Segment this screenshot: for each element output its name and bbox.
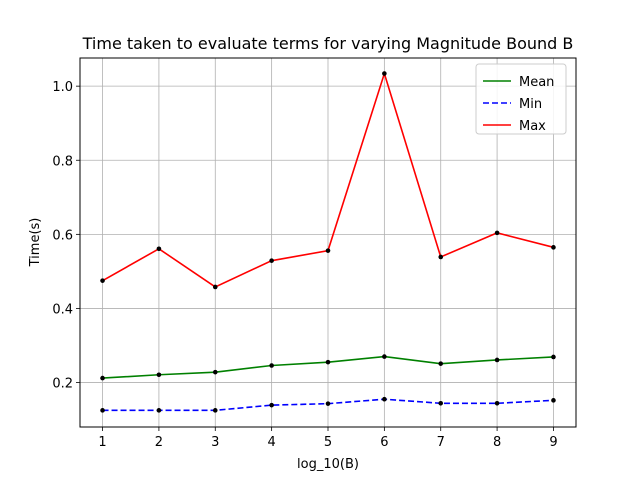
x-tick-label: 4 — [267, 435, 275, 450]
data-point-max — [325, 248, 331, 253]
y-tick-label: 0.4 — [52, 302, 73, 317]
y-tick-label: 0.8 — [52, 154, 73, 169]
ticks: 1 2 3 4 5 6 7 8 9 0.2 0.4 0.6 0.8 1.0 — [52, 80, 557, 450]
data-point-max — [156, 246, 162, 252]
data-point-mean — [269, 363, 274, 368]
legend-label-max: Max — [519, 119, 546, 134]
x-tick-label: 9 — [549, 435, 557, 450]
data-point-min — [100, 408, 105, 413]
x-axis-label: log_10(B) — [297, 457, 359, 472]
data-point-mean — [551, 354, 556, 360]
data-point-mean — [382, 354, 387, 359]
x-tick-label: 7 — [437, 435, 445, 450]
x-tick-label: 8 — [493, 435, 501, 450]
data-point-min — [269, 402, 274, 408]
data-point-mean — [494, 357, 500, 363]
y-axis-label: Time(s) — [28, 218, 43, 268]
data-point-mean — [100, 375, 105, 381]
legend-label-min: Min — [519, 97, 542, 112]
data-point-min — [212, 408, 218, 413]
legend-label-mean: Mean — [519, 75, 554, 90]
data-point-max — [382, 71, 387, 76]
data-point-min — [156, 408, 162, 413]
y-tick-label: 0.2 — [52, 377, 73, 392]
x-tick-label: 5 — [324, 435, 332, 450]
data-point-min — [494, 400, 500, 406]
x-tick-label: 2 — [155, 435, 163, 450]
chart-title: Time taken to evaluate terms for varying… — [82, 34, 574, 53]
data-point-min — [382, 396, 387, 402]
x-tick-label: 6 — [380, 435, 388, 450]
data-point-mean — [325, 359, 331, 365]
x-tick-label: 1 — [98, 435, 106, 450]
data-point-max — [438, 254, 444, 260]
data-point-max — [551, 245, 556, 250]
y-tick-label: 1.0 — [52, 80, 73, 95]
data-point-mean — [156, 372, 162, 378]
data-point-mean — [438, 361, 444, 366]
data-point-min — [325, 401, 331, 406]
x-tick-label: 3 — [211, 435, 219, 450]
data-point-mean — [212, 369, 218, 375]
data-point-max — [494, 230, 500, 236]
series-layer — [100, 70, 556, 413]
data-point-min — [438, 400, 444, 406]
legend: Mean Min Max — [475, 63, 567, 135]
data-point-max — [212, 284, 218, 290]
data-point-max — [100, 278, 105, 283]
y-tick-label: 0.6 — [52, 228, 73, 243]
data-point-max — [269, 258, 274, 263]
data-point-min — [551, 398, 556, 403]
